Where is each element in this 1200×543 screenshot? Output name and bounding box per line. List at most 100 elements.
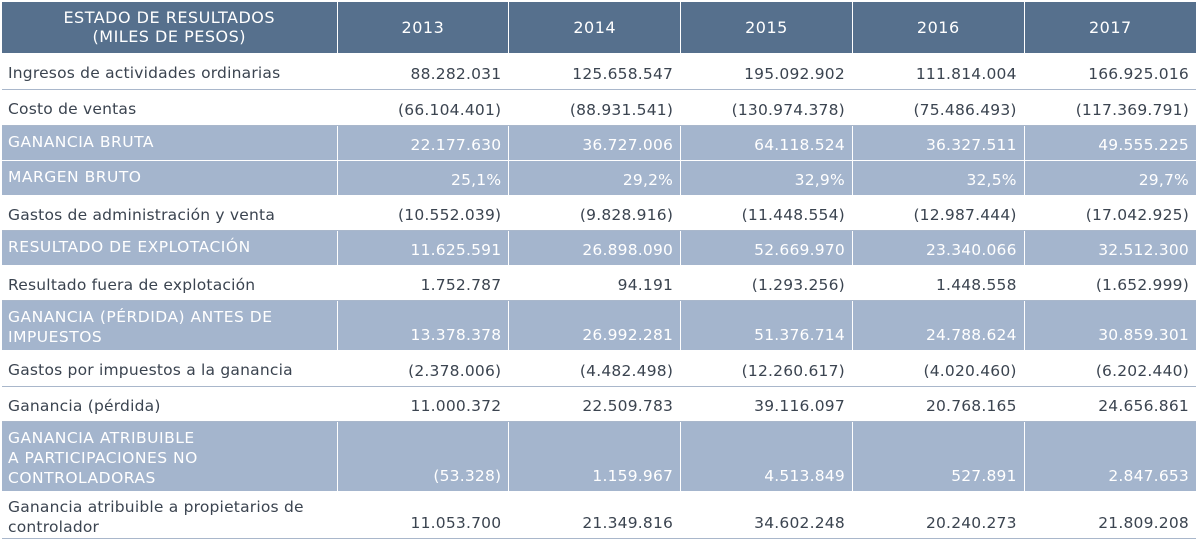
table-title-line1: ESTADO DE RESULTADOS — [63, 8, 276, 28]
row-label-line1: GANANCIA ATRIBUIBLE — [8, 428, 195, 447]
row-label: MARGEN BRUTO — [2, 160, 338, 196]
row-label: GANANCIA BRUTA — [2, 125, 338, 161]
year-header-2015: 2015 — [680, 2, 853, 54]
year-header-2013: 2013 — [337, 2, 510, 54]
row-label: GANANCIA ATRIBUIBLE A PARTICIPACIONES NO… — [2, 421, 338, 492]
cell-2016: 32,5% — [852, 160, 1025, 196]
cell-2014: 1.159.967 — [508, 421, 682, 492]
cell-2016: (12.987.444) — [852, 195, 1025, 231]
cell-2014: (9.828.916) — [508, 195, 682, 231]
cell-2013: 11.000.372 — [337, 386, 510, 422]
row-label: Ganancia (pérdida) — [2, 386, 338, 422]
row-gastos-impuestos: Gastos por impuestos a la ganancia (2.37… — [2, 350, 1196, 387]
cell-2013: 25,1% — [337, 160, 510, 196]
cell-2015: (11.448.554) — [680, 195, 853, 231]
row-ganancia-no-controladoras: GANANCIA ATRIBUIBLE A PARTICIPACIONES NO… — [2, 421, 1196, 492]
cell-2016: 36.327.511 — [852, 125, 1025, 161]
cell-2013: 1.752.787 — [337, 265, 510, 301]
cell-2013: 11.625.591 — [337, 230, 510, 266]
cell-2013: (2.378.006) — [337, 350, 510, 387]
cell-2015: (12.260.617) — [680, 350, 853, 387]
cell-2014: 29,2% — [508, 160, 682, 196]
row-label-line2: A PARTICIPACIONES NO — [8, 448, 198, 467]
cell-2014: 94.191 — [508, 265, 682, 301]
cell-2017: (17.042.925) — [1024, 195, 1196, 231]
cell-2014: (88.931.541) — [508, 89, 682, 126]
row-margen-bruto: MARGEN BRUTO 25,1% 29,2% 32,9% 32,5% 29,… — [2, 160, 1196, 196]
cell-2014: 21.349.816 — [508, 491, 682, 539]
cell-2016: (4.020.460) — [852, 350, 1025, 387]
cell-2017: (117.369.791) — [1024, 89, 1196, 126]
row-label-line1: GANANCIA (PÉRDIDA) ANTES DE — [8, 307, 273, 326]
cell-2013: 11.053.700 — [337, 491, 510, 539]
cell-2017: 30.859.301 — [1024, 300, 1196, 351]
row-label: GANANCIA (PÉRDIDA) ANTES DE IMPUESTOS — [2, 300, 338, 351]
cell-2015: (1.293.256) — [680, 265, 853, 301]
cell-2014: 22.509.783 — [508, 386, 682, 422]
cell-2015: 51.376.714 — [680, 300, 853, 351]
cell-2017: 21.809.208 — [1024, 491, 1196, 539]
cell-2017: 166.925.016 — [1024, 53, 1196, 90]
cell-2015: 39.116.097 — [680, 386, 853, 422]
row-ganancia-perdida: Ganancia (pérdida) 11.000.372 22.509.783… — [2, 386, 1196, 422]
cell-2017: 29,7% — [1024, 160, 1196, 196]
cell-2013: (10.552.039) — [337, 195, 510, 231]
cell-2017: 49.555.225 — [1024, 125, 1196, 161]
cell-2015: 34.602.248 — [680, 491, 853, 539]
row-label: Gastos por impuestos a la ganancia — [2, 350, 338, 387]
cell-2015: 195.092.902 — [680, 53, 853, 90]
row-label-line3: CONTROLADORAS — [8, 468, 156, 487]
cell-2013: 88.282.031 — [337, 53, 510, 90]
cell-2017: 32.512.300 — [1024, 230, 1196, 266]
cell-2016: 20.768.165 — [852, 386, 1025, 422]
table-title-line2: (MILES DE PESOS) — [92, 27, 246, 47]
year-header-2016: 2016 — [852, 2, 1025, 54]
row-label: Gastos de administración y venta — [2, 195, 338, 231]
cell-2016: (75.486.493) — [852, 89, 1025, 126]
cell-2016: 1.448.558 — [852, 265, 1025, 301]
cell-2014: 26.992.281 — [508, 300, 682, 351]
cell-2013: 13.378.378 — [337, 300, 510, 351]
row-label: Costo de ventas — [2, 89, 338, 126]
cell-2016: 111.814.004 — [852, 53, 1025, 90]
row-resultado-explotacion: RESULTADO DE EXPLOTACIÓN 11.625.591 26.8… — [2, 230, 1196, 266]
cell-2016: 23.340.066 — [852, 230, 1025, 266]
cell-2016: 24.788.624 — [852, 300, 1025, 351]
row-label: Ingresos de actividades ordinarias — [2, 53, 338, 90]
row-label-line2: IMPUESTOS — [8, 327, 103, 346]
cell-2017: (6.202.440) — [1024, 350, 1196, 387]
row-ganancia-bruta: GANANCIA BRUTA 22.177.630 36.727.006 64.… — [2, 125, 1196, 161]
row-ganancia-propietarios: Ganancia atribuible a propietarios de co… — [2, 491, 1196, 539]
row-label: Resultado fuera de explotación — [2, 265, 338, 301]
row-costo-ventas: Costo de ventas (66.104.401) (88.931.541… — [2, 89, 1196, 126]
cell-2014: 26.898.090 — [508, 230, 682, 266]
cell-2015: 52.669.970 — [680, 230, 853, 266]
cell-2014: 125.658.547 — [508, 53, 682, 90]
cell-2017: 2.847.653 — [1024, 421, 1196, 492]
cell-2013: (53.328) — [337, 421, 510, 492]
cell-2017: 24.656.861 — [1024, 386, 1196, 422]
row-label-line1: Ganancia atribuible a propietarios de — [8, 497, 304, 516]
cell-2013: (66.104.401) — [337, 89, 510, 126]
cell-2017: (1.652.999) — [1024, 265, 1196, 301]
row-resultado-fuera-explotacion: Resultado fuera de explotación 1.752.787… — [2, 265, 1196, 301]
table-title: ESTADO DE RESULTADOS (MILES DE PESOS) — [2, 2, 338, 54]
row-label: Ganancia atribuible a propietarios de co… — [2, 491, 338, 539]
year-header-2014: 2014 — [508, 2, 682, 54]
cell-2015: (130.974.378) — [680, 89, 853, 126]
cell-2015: 4.513.849 — [680, 421, 853, 492]
cell-2015: 32,9% — [680, 160, 853, 196]
row-ingresos: Ingresos de actividades ordinarias 88.28… — [2, 53, 1196, 90]
row-label-line2: controlador — [8, 517, 100, 536]
row-ganancia-antes-impuestos: GANANCIA (PÉRDIDA) ANTES DE IMPUESTOS 13… — [2, 300, 1196, 351]
cell-2014: (4.482.498) — [508, 350, 682, 387]
cell-2016: 527.891 — [852, 421, 1025, 492]
cell-2014: 36.727.006 — [508, 125, 682, 161]
cell-2016: 20.240.273 — [852, 491, 1025, 539]
cell-2015: 64.118.524 — [680, 125, 853, 161]
row-gastos-administracion: Gastos de administración y venta (10.552… — [2, 195, 1196, 231]
header-row: ESTADO DE RESULTADOS (MILES DE PESOS) 20… — [2, 2, 1196, 54]
cell-2013: 22.177.630 — [337, 125, 510, 161]
